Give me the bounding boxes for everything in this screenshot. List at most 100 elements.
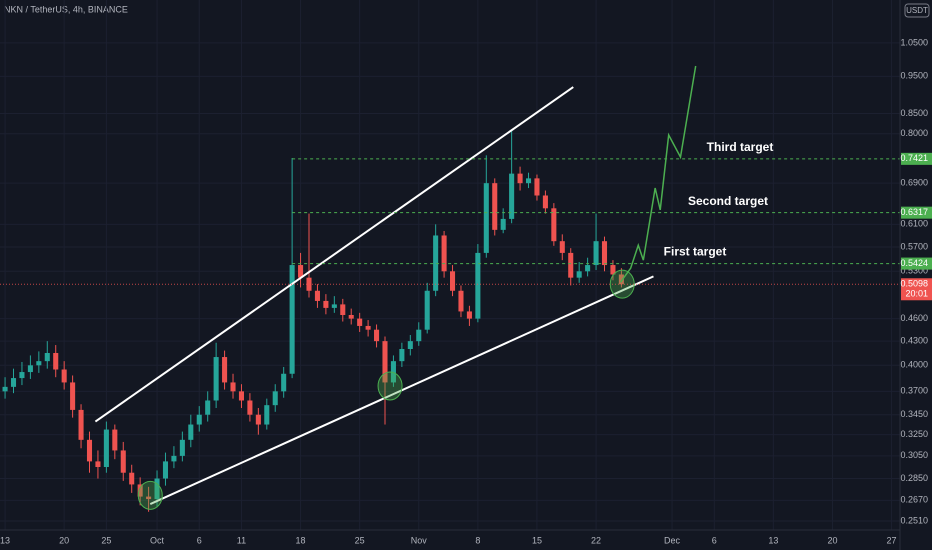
candle-body <box>509 173 515 219</box>
target-label: First target <box>664 245 727 259</box>
candle-body <box>230 382 236 392</box>
x-tick-label: 18 <box>296 535 306 545</box>
y-tick-label: 0.4600 <box>900 313 928 323</box>
trend-line <box>94 86 574 423</box>
candle-body <box>424 290 430 330</box>
x-tick-label: 22 <box>591 535 601 545</box>
candle-body <box>466 311 472 319</box>
y-tick-label: 0.8000 <box>900 128 928 138</box>
candle-body <box>593 241 599 266</box>
y-tick-label: 0.6900 <box>900 178 928 188</box>
y-tick-label: 0.5700 <box>900 241 928 251</box>
candle-body <box>238 391 244 401</box>
candle-body <box>374 329 380 342</box>
y-tick-label: 0.4300 <box>900 336 928 346</box>
y-tick-label: 0.8500 <box>900 108 928 118</box>
price-tag <box>901 206 932 219</box>
countdown: 20:01 <box>905 289 928 299</box>
x-tick-label: Oct <box>150 535 165 545</box>
currency[interactable]: USDT <box>906 6 928 15</box>
candle-body <box>517 173 523 184</box>
y-tick-label: 0.2850 <box>900 473 928 483</box>
candle-body <box>331 304 337 308</box>
candle-body <box>357 318 363 326</box>
candle-body <box>162 461 169 479</box>
projection-path <box>619 65 697 283</box>
x-tick-label: 20 <box>59 535 69 545</box>
x-tick-label: 25 <box>355 535 365 545</box>
target-label: Third target <box>707 140 774 154</box>
candle-body <box>492 183 498 230</box>
candle-body <box>618 274 624 285</box>
candle-body <box>27 365 33 373</box>
x-tick-label: 13 <box>768 535 778 545</box>
price-tag <box>901 152 932 165</box>
candle-body <box>44 353 50 362</box>
candle-body <box>213 357 219 401</box>
candle-body <box>78 409 84 440</box>
y-tick-label: 0.5300 <box>900 266 928 276</box>
candle-body <box>53 353 59 370</box>
candle-body <box>399 349 405 362</box>
candle-body <box>264 405 270 425</box>
candle-body <box>390 361 396 383</box>
candle-body <box>146 496 152 500</box>
candle-body <box>534 178 540 196</box>
candle-body <box>196 414 202 425</box>
candle-body <box>340 304 346 316</box>
candle-body <box>348 315 354 319</box>
candle-body <box>154 478 160 500</box>
candle-body <box>255 414 261 425</box>
price-tag-label: 0.5424 <box>900 258 928 268</box>
x-tick-label: 27 <box>887 535 897 545</box>
price-tag <box>901 257 932 270</box>
x-tick-label: 8 <box>475 535 480 545</box>
y-tick-label: 0.3250 <box>900 429 928 439</box>
candle-body <box>205 400 211 415</box>
candle-body <box>298 265 304 278</box>
target-label: Second target <box>688 194 768 208</box>
currency-box[interactable] <box>904 3 930 18</box>
candle-body <box>500 218 506 230</box>
candle-body <box>2 386 8 392</box>
candle-body <box>289 265 295 374</box>
y-tick-label: 0.2670 <box>900 495 928 505</box>
y-tick-label: 0.6100 <box>900 219 928 229</box>
candle-body <box>576 271 582 278</box>
x-tick-label: 15 <box>532 535 542 545</box>
candle-body <box>382 341 388 383</box>
candle-body <box>610 265 616 275</box>
chart-title: NKN / TetherUS, 4h, BINANCE <box>4 4 128 14</box>
highlight-circle <box>137 480 163 510</box>
y-tick-label: 0.9500 <box>900 71 928 81</box>
candle-body <box>441 235 447 272</box>
candle-body <box>365 325 371 330</box>
candle-body <box>475 252 481 319</box>
candle-body <box>281 373 287 392</box>
candle-body <box>450 271 456 291</box>
candle-body <box>559 241 565 253</box>
y-tick-label: 1.0500 <box>900 37 928 47</box>
candle-body <box>36 361 42 366</box>
candle-body <box>61 369 67 383</box>
candle-body <box>112 429 118 451</box>
plot-area <box>0 0 900 530</box>
candle-body <box>179 439 185 456</box>
candle-body <box>314 290 320 301</box>
candle-body <box>483 183 489 253</box>
y-tick-label: 0.4000 <box>900 360 928 370</box>
y-tick-label: 0.3050 <box>900 450 928 460</box>
last-price-label: 0.5098 <box>900 279 928 289</box>
candle-body <box>10 378 17 387</box>
candle-body <box>129 472 135 485</box>
candle-body <box>416 329 422 342</box>
candle-body <box>95 461 101 468</box>
candle-body <box>542 195 548 209</box>
x-tick-label: 11 <box>237 535 246 545</box>
x-tick-label: 20 <box>827 535 837 545</box>
candle-body <box>601 241 608 266</box>
candle-body <box>70 382 76 410</box>
candle-body <box>407 341 413 350</box>
